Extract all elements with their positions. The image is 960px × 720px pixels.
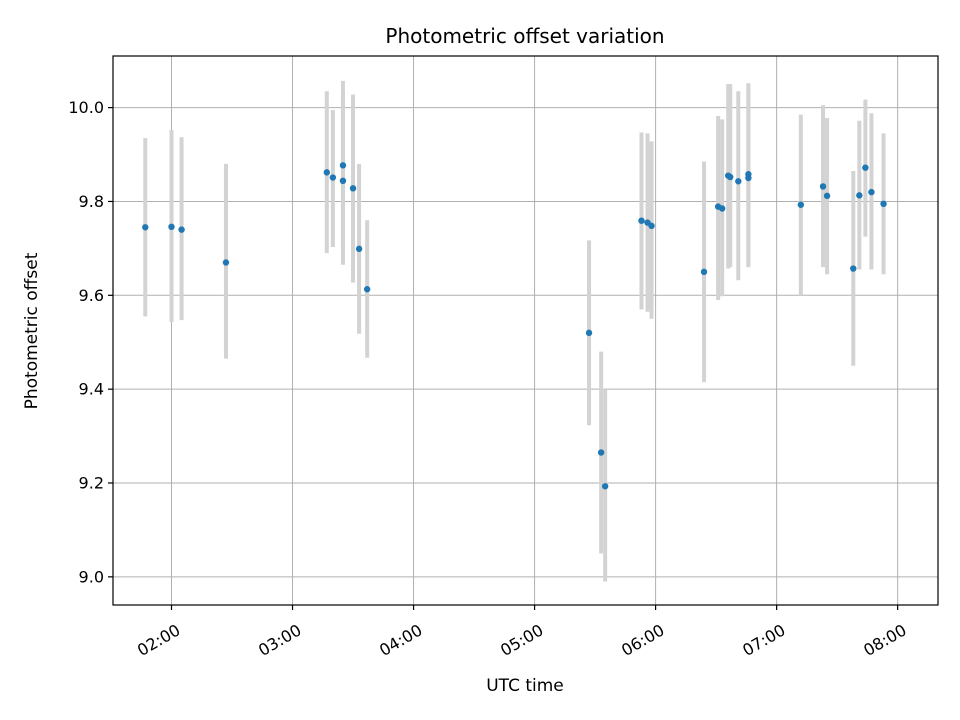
data-point xyxy=(168,223,175,230)
data-point xyxy=(823,192,831,200)
chart-title: Photometric offset variation xyxy=(385,24,664,48)
data-point xyxy=(597,449,605,456)
data-point xyxy=(648,222,655,230)
data-point xyxy=(349,185,357,192)
data-point xyxy=(585,329,593,337)
data-point xyxy=(142,224,149,231)
y-tick-label: 10.0 xyxy=(68,98,104,117)
data-point xyxy=(735,178,742,185)
x-axis-label: UTC time xyxy=(486,676,564,696)
data-point xyxy=(700,268,708,276)
data-point xyxy=(601,483,609,490)
data-point xyxy=(856,192,863,199)
data-point xyxy=(329,174,337,181)
data-point xyxy=(323,169,331,176)
y-axis-label: Photometric offset xyxy=(22,252,42,409)
data-point xyxy=(355,245,363,253)
data-point xyxy=(339,177,347,185)
data-point xyxy=(363,286,371,293)
data-point xyxy=(868,188,875,196)
data-point xyxy=(718,205,726,212)
data-point xyxy=(638,217,645,224)
data-point xyxy=(862,164,869,171)
data-point xyxy=(339,162,347,169)
data-point xyxy=(819,183,827,190)
y-tick-label: 9.6 xyxy=(79,286,104,305)
data-point xyxy=(797,201,805,208)
data-point xyxy=(727,173,734,181)
data-point xyxy=(880,200,887,208)
y-tick-label: 9.0 xyxy=(79,567,104,586)
y-tick-label: 9.2 xyxy=(79,474,104,493)
data-point xyxy=(222,259,230,266)
y-tick-label: 9.8 xyxy=(79,192,104,211)
plot-area-frame xyxy=(112,55,939,606)
y-tick-label: 9.4 xyxy=(79,380,104,399)
data-point xyxy=(850,265,857,272)
data-point xyxy=(745,174,752,182)
data-point xyxy=(178,226,185,233)
data-points xyxy=(142,162,887,490)
